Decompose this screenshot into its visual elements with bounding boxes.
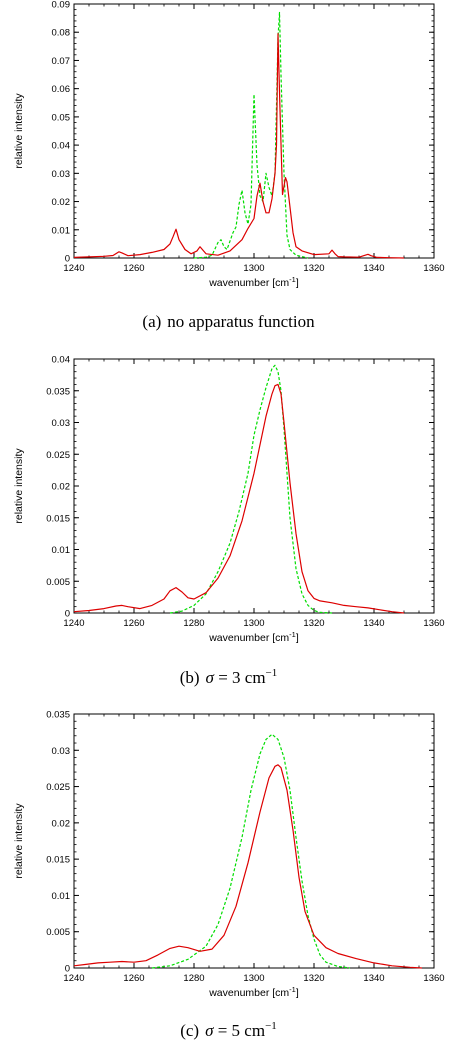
x-tick-label: 1360 bbox=[423, 618, 444, 629]
y-tick-label: 0.02 bbox=[52, 482, 71, 493]
y-tick-label: 0.03 bbox=[52, 418, 71, 429]
y-tick-label: 0.03 bbox=[52, 169, 71, 180]
y-axis-title: relative intensity bbox=[13, 93, 25, 169]
x-tick-label: 1300 bbox=[243, 263, 264, 274]
caption-a-label: (a) bbox=[142, 312, 162, 331]
y-tick-label: 0.025 bbox=[46, 782, 70, 793]
chart-a: 1240 1260 1280 1300 1320 1340 1360 0 0.01 0.02 0.0… bbox=[13, 0, 445, 289]
caption-b-text: = 3 cm bbox=[213, 668, 266, 687]
x-tick-label: 1260 bbox=[123, 263, 144, 274]
x-tick-label: 1340 bbox=[363, 263, 384, 274]
x-tick-label: 1280 bbox=[183, 263, 204, 274]
y-tick-label: 0.02 bbox=[52, 197, 71, 208]
x-tick-label: 1240 bbox=[63, 618, 84, 629]
x-tick-label: 1320 bbox=[303, 973, 324, 984]
plot-frame bbox=[73, 3, 435, 259]
caption-c-sigma: σ bbox=[205, 1021, 214, 1040]
x-tick-label: 1280 bbox=[183, 618, 204, 629]
y-tick-label: 0.025 bbox=[46, 450, 70, 461]
series-line-green-a bbox=[193, 11, 309, 259]
y-tick-label: 0.05 bbox=[52, 112, 71, 123]
caption-b-label: (b) bbox=[179, 668, 200, 687]
series-line-green-b bbox=[169, 364, 333, 614]
caption-b-sigma: σ bbox=[205, 668, 214, 687]
caption-c-text: = 5 cm bbox=[213, 1021, 266, 1040]
y-tick-label: 0.015 bbox=[46, 855, 70, 866]
x-tick-label: 1360 bbox=[423, 973, 444, 984]
chart-panel-c: 1240 1260 1280 1300 1320 1340 1360 0 0.005 0.01 0.… bbox=[0, 710, 457, 1010]
chart-b: 1240 1260 1280 1300 1320 1340 1360 0 0.005 0.01 0.… bbox=[13, 355, 445, 645]
x-tick-label: 1280 bbox=[183, 973, 204, 984]
caption-c-label: (c) bbox=[180, 1021, 200, 1040]
x-tick-label: 1340 bbox=[363, 973, 384, 984]
x-tick-label: 1320 bbox=[303, 618, 324, 629]
series-line-green-c bbox=[151, 733, 351, 969]
y-tick-label: 0 bbox=[65, 254, 70, 265]
y-tick-label: 0.01 bbox=[52, 891, 71, 902]
x-tick-label: 1340 bbox=[363, 618, 384, 629]
x-tick-label: 1240 bbox=[63, 973, 84, 984]
y-tick-label: 0.08 bbox=[52, 28, 71, 39]
x-axis-title: wavenumber [cm-1] bbox=[208, 985, 299, 999]
series-line-red-a bbox=[73, 32, 405, 259]
y-tick-label: 0.035 bbox=[46, 386, 70, 397]
caption-c-sup: −1 bbox=[265, 1020, 277, 1032]
x-tick-label: 1240 bbox=[63, 263, 84, 274]
caption-b: (b) σ = 3 cm−1 bbox=[0, 667, 457, 688]
y-tick-label: 0.015 bbox=[46, 513, 70, 524]
y-tick-label: 0.01 bbox=[52, 545, 71, 556]
x-tick-label: 1300 bbox=[243, 618, 264, 629]
y-tick-label: 0.005 bbox=[46, 577, 70, 588]
y-tick-label: 0.005 bbox=[46, 927, 70, 938]
series-line-red-c bbox=[73, 764, 423, 969]
y-tick-label: 0.01 bbox=[52, 225, 71, 236]
x-tick-label: 1260 bbox=[123, 618, 144, 629]
y-tick-label: 0.04 bbox=[52, 355, 71, 366]
x-tick-label: 1320 bbox=[303, 263, 324, 274]
y-tick-label: 0 bbox=[65, 609, 70, 620]
caption-a-text: no apparatus function bbox=[167, 312, 315, 331]
chart-c: 1240 1260 1280 1300 1320 1340 1360 0 0.005 0.01 0.… bbox=[13, 710, 445, 1000]
y-tick-label: 0.03 bbox=[52, 746, 71, 757]
x-axis-title: wavenumber [cm-1] bbox=[208, 630, 299, 644]
y-tick-label: 0.07 bbox=[52, 56, 71, 67]
y-tick-label: 0.02 bbox=[52, 818, 71, 829]
series-line-red-b bbox=[73, 383, 405, 614]
caption-c: (c) σ = 5 cm−1 bbox=[0, 1020, 457, 1041]
y-tick-label: 0.06 bbox=[52, 84, 71, 95]
chart-panel-b: 1240 1260 1280 1300 1320 1340 1360 0 0.005 0.01 0.… bbox=[0, 355, 457, 655]
x-tick-label: 1300 bbox=[243, 973, 264, 984]
x-tick-label: 1360 bbox=[423, 263, 444, 274]
y-tick-label: 0 bbox=[65, 964, 70, 975]
caption-b-sup: −1 bbox=[265, 667, 278, 679]
x-axis-title: wavenumber [cm-1] bbox=[208, 275, 299, 289]
x-tick-label: 1260 bbox=[123, 973, 144, 984]
caption-a: (a) no apparatus function bbox=[0, 312, 457, 332]
y-axis-title: relative intensity bbox=[13, 448, 25, 524]
y-tick-label: 0.04 bbox=[52, 141, 71, 152]
plot-frame bbox=[73, 713, 435, 969]
chart-panel-a: 1240 1260 1280 1300 1320 1340 1360 0 0.01 0.02 0.0… bbox=[0, 0, 457, 300]
y-axis-title: relative intensity bbox=[13, 803, 25, 879]
y-tick-label: 0.09 bbox=[52, 0, 71, 11]
y-tick-label: 0.035 bbox=[46, 710, 70, 721]
plot-frame bbox=[73, 358, 435, 614]
